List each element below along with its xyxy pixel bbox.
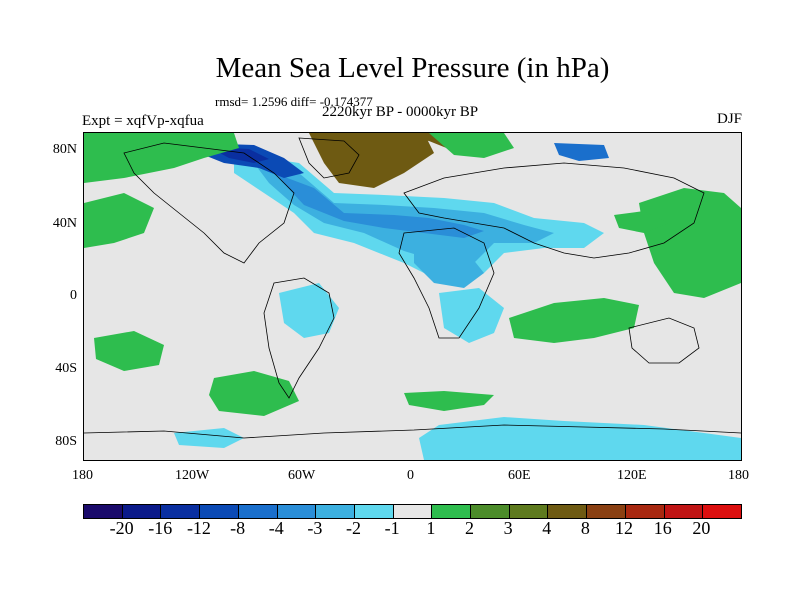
colorbar-swatch <box>587 505 626 518</box>
mid-atlantic-positive <box>614 211 669 233</box>
experiment-label: Expt = xqfVp-xqfua <box>82 113 204 129</box>
colorbar-label: 12 <box>615 518 634 538</box>
east-pacific-positive <box>94 331 164 371</box>
colorbar-swatch <box>509 505 549 518</box>
north-atlantic-negative-deep <box>274 173 484 238</box>
colorbar-label: -3 <box>307 518 323 538</box>
lon-label-60e: 60E <box>508 468 531 483</box>
lon-label-120e: 120E <box>617 468 647 483</box>
lon-label-0: 0 <box>407 468 414 483</box>
colorbar-swatch <box>277 505 317 518</box>
colorbar-swatch <box>161 505 201 518</box>
lon-label-60w: 60W <box>288 468 316 483</box>
lon-label-180w: 180 <box>72 468 93 483</box>
colorbar-swatch <box>122 505 162 518</box>
lat-label-40n: 40N <box>52 216 77 231</box>
colorbar-label: 16 <box>653 518 672 538</box>
colorbar-swatch <box>625 505 665 518</box>
arctic-positive-region <box>309 133 434 188</box>
colorbar-label: 1 <box>426 518 436 538</box>
colorbar-swatch <box>703 505 741 518</box>
north-atlantic-negative-core <box>254 163 554 263</box>
lat-label-40s: 40S <box>55 361 77 376</box>
colorbar-swatch <box>354 505 394 518</box>
season-label: DJF <box>716 111 742 127</box>
colorbar-swatch <box>84 505 123 518</box>
colorbar-swatch <box>432 505 472 518</box>
lat-label-0: 0 <box>70 288 77 303</box>
coastlines <box>84 137 741 439</box>
colorbar-swatch <box>471 505 510 518</box>
colorbar-label: 4 <box>542 518 552 538</box>
period-label: 2220kyr BP - 0000kyr BP <box>322 104 479 120</box>
map-panel <box>83 132 742 461</box>
lon-label-120w: 120W <box>175 468 210 483</box>
colorbar-label: -4 <box>268 518 284 538</box>
north-africa-negative <box>414 243 484 288</box>
colorbar-label: -20 <box>109 518 134 538</box>
colorbar-swatch <box>664 505 704 518</box>
southern-america-negative <box>279 283 339 338</box>
colorbar-swatch <box>238 505 278 518</box>
colorbar-swatch <box>316 505 355 518</box>
colorbar-label: 20 <box>692 518 711 538</box>
north-atlantic-positive <box>429 133 514 158</box>
southern-ocean-positive <box>404 391 494 411</box>
colorbar-label: 8 <box>580 518 590 538</box>
southern-africa-negative <box>439 288 504 343</box>
colorbar-label: -1 <box>384 518 400 538</box>
colorbar-swatch <box>393 505 433 518</box>
south-atlantic-positive <box>209 371 299 416</box>
stats-label: rmsd= 1.2596 diff= -0.174377 <box>215 94 373 109</box>
plot-title: Mean Sea Level Pressure (in hPa) <box>215 52 610 84</box>
arctic-negative-small <box>554 143 609 161</box>
colorbar-label: 3 <box>503 518 513 538</box>
colorbar-label: -2 <box>346 518 362 538</box>
south-indian-positive <box>509 298 639 343</box>
map-svg <box>84 133 741 460</box>
lat-label-80n: 80N <box>52 142 77 157</box>
colorbar-swatch <box>548 505 588 518</box>
lon-label-180e: 180 <box>728 468 749 483</box>
north-pacific-positive <box>84 133 239 183</box>
antarctic-negative-west <box>174 428 244 448</box>
colorbar-label: -8 <box>230 518 246 538</box>
colorbar-label: -12 <box>186 518 211 538</box>
west-pacific-positive <box>84 193 154 248</box>
southern-ocean-negative <box>419 417 741 460</box>
lat-label-80s: 80S <box>55 434 77 449</box>
colorbar-label: 2 <box>464 518 474 538</box>
colorbar-swatch <box>200 505 239 518</box>
colorbar-label: -16 <box>148 518 173 538</box>
east-asia-positive <box>639 188 741 298</box>
colorbar <box>83 504 742 519</box>
